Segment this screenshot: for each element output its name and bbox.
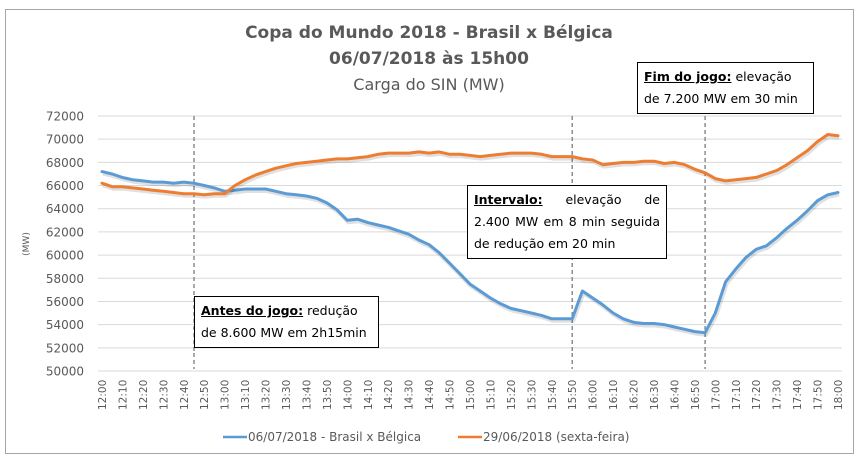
y-tick-label: 70000: [46, 133, 84, 147]
x-tick-label: 18:00: [833, 380, 845, 410]
x-tick-label: 15:00: [465, 380, 477, 410]
x-tick-label: 13:30: [281, 380, 293, 410]
x-tick-label: 16:20: [629, 380, 641, 410]
x-tick-label: 12:50: [199, 380, 211, 410]
x-tick-label: 17:20: [751, 380, 763, 410]
x-tick-label: 15:30: [526, 380, 538, 410]
annotation-antes-bold: Antes do jogo:: [201, 303, 304, 318]
y-tick-label: 58000: [46, 272, 84, 286]
y-tick-label: 60000: [46, 249, 84, 263]
x-tick-label: 15:40: [547, 380, 559, 410]
annotation-fim-do-jogo: Fim do jogo: elevação de 7.200 MW em 30 …: [637, 62, 814, 114]
x-tick-label: 16:50: [690, 380, 702, 410]
y-axis-label: (MW): [22, 232, 32, 256]
x-tick-label: 13:50: [322, 380, 334, 410]
x-tick-label: 12:40: [179, 380, 191, 410]
annotation-antes-do-jogo: Antes do jogo: redução de 8.600 MW em 2h…: [194, 296, 379, 348]
x-tick-label: 12:30: [158, 380, 170, 410]
annotation-fim-bold: Fim do jogo:: [644, 69, 732, 84]
series-group: [100, 133, 840, 337]
x-tick-label: 12:10: [117, 380, 129, 410]
x-tick-label: 12:20: [138, 380, 150, 410]
x-tick-label: 17:50: [813, 380, 825, 410]
x-tick-label: 14:30: [404, 380, 416, 410]
y-axis-ticks: 50000 52000 54000 56000 58000 60000 62000 64000…: [46, 110, 84, 379]
y-tick-label: 52000: [46, 341, 84, 355]
y-tick-label: 66000: [46, 179, 84, 193]
x-tick-label: 13:00: [220, 380, 232, 410]
chart-title-line2: 06/07/2018 às 15h00: [329, 49, 529, 69]
legend-label-sexta: 29/06/2018 (sexta-feira): [483, 430, 629, 444]
x-tick-label: 15:50: [567, 380, 579, 410]
x-tick-label: 14:00: [342, 380, 354, 410]
y-tick-label: 68000: [46, 156, 84, 170]
legend: 06/07/2018 - Brasil x Bélgica 29/06/2018…: [223, 430, 629, 444]
annotation-intervalo-text: elevação de 2.400 MW em 8 min seguida de…: [474, 192, 660, 251]
x-tick-label: 17:30: [772, 380, 784, 410]
x-tick-label: 17:10: [731, 380, 743, 410]
x-axis-ticks: 12:00 12:10 12:20 12:30 12:40 12:50 13:00 13:10…: [97, 380, 845, 410]
legend-label-brasil: 06/07/2018 - Brasil x Bélgica: [248, 430, 421, 444]
annotation-intervalo: Intervalo: elevação de 2.400 MW em 8 min…: [467, 185, 667, 259]
y-tick-label: 54000: [46, 318, 84, 332]
y-tick-label: 56000: [46, 295, 84, 309]
x-tick-label: 14:50: [445, 380, 457, 410]
x-tick-label: 17:00: [710, 380, 722, 410]
chart-subtitle: Carga do SIN (MW): [353, 75, 504, 94]
y-tick-label: 64000: [46, 202, 84, 216]
x-tick-label: 16:40: [669, 380, 681, 410]
annotation-antes-text: redução de 8.600 MW em 2h15min: [201, 303, 367, 340]
x-tick-label: 12:00: [97, 380, 109, 410]
x-tick-label: 13:20: [261, 380, 273, 410]
x-tick-label: 17:40: [792, 380, 804, 410]
y-tick-label: 72000: [46, 110, 84, 124]
series-line-brasil-belgica: [100, 170, 840, 335]
chart-title: Copa do Mundo 2018 - Brasil x Bélgica: [245, 23, 613, 43]
y-tick-label: 50000: [46, 365, 84, 379]
series-line-sexta-feira: [100, 133, 840, 197]
x-tick-label: 13:10: [240, 380, 252, 410]
x-tick-label: 16:30: [649, 380, 661, 410]
x-tick-label: 16:00: [588, 380, 600, 410]
y-tick-label: 62000: [46, 225, 84, 239]
x-tick-label: 14:10: [363, 380, 375, 410]
annotation-intervalo-bold: Intervalo:: [474, 192, 543, 207]
x-tick-label: 13:40: [301, 380, 313, 410]
series-shadow-1: [102, 134, 840, 199]
x-tick-label: 14:20: [383, 380, 395, 410]
x-tick-label: 14:40: [424, 380, 436, 410]
x-tick-label: 16:10: [608, 380, 620, 410]
x-tick-label: 15:10: [485, 380, 497, 410]
annotation-fim-text: elevação de 7.200 MW em 30 min: [644, 69, 798, 106]
x-tick-label: 15:20: [506, 380, 518, 410]
